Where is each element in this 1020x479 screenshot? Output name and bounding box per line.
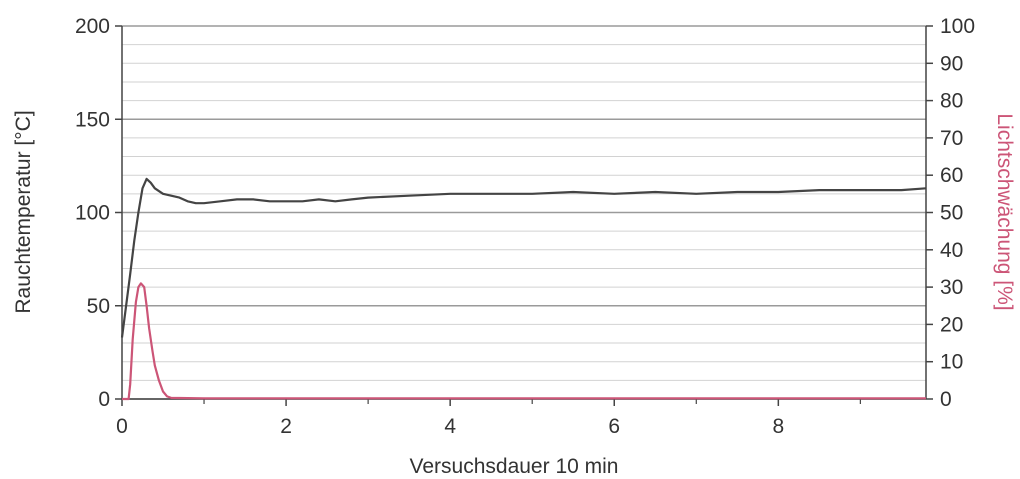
y-right-tick-label: 70 [940, 127, 963, 150]
x-tick-label: 0 [116, 415, 128, 438]
y-right-tick-label: 40 [940, 239, 963, 262]
x-tick-label: 8 [772, 415, 784, 438]
y-right-tick-label: 100 [940, 15, 975, 38]
y-right-tick-label: 10 [940, 351, 963, 374]
y-axis-right-title: Lichtschwächung [%] [993, 113, 1016, 310]
y-right-tick-label: 60 [940, 164, 963, 187]
y-right-tick-label: 90 [940, 52, 963, 75]
y-right-tick-label: 20 [940, 313, 963, 336]
x-tick-label: 2 [280, 415, 292, 438]
data-series [120, 177, 927, 401]
y-axis-left-title: Rauchtemperatur [°C] [12, 110, 35, 313]
x-tick-label: 4 [444, 415, 456, 438]
y-left-tick-label: 200 [75, 15, 110, 38]
x-axis-title: Versuchsdauer 10 min [410, 455, 619, 478]
x-tick-label: 6 [608, 415, 620, 438]
y-right-tick-label: 30 [940, 276, 963, 299]
y-left-tick-label: 100 [75, 202, 110, 225]
y-right-tick-label: 50 [940, 202, 963, 225]
y-left-tick-label: 50 [87, 295, 110, 318]
series-line-right [122, 282, 926, 401]
y-right-tick-label: 80 [940, 90, 963, 113]
series-line-left [120, 177, 927, 338]
y-right-tick-label: 0 [940, 388, 952, 411]
y-left-tick-label: 0 [98, 388, 110, 411]
y-left-tick-label: 150 [75, 108, 110, 131]
gridlines [122, 25, 926, 400]
